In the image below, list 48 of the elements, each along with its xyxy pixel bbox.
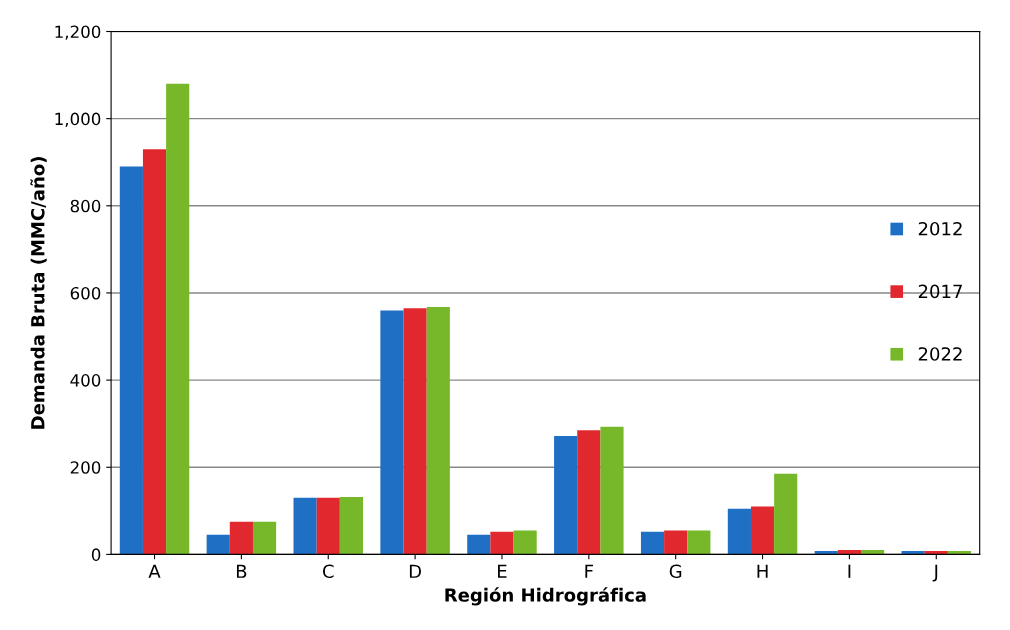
bar	[252, 521, 277, 555]
y-tick-label: 600	[70, 286, 101, 300]
bar	[119, 166, 143, 555]
y-tick-label: 1,200	[55, 25, 101, 40]
legend-label: 2022	[918, 347, 962, 361]
x-tick-label: J	[932, 564, 938, 582]
bar	[166, 83, 190, 555]
bar	[577, 430, 601, 555]
bar	[640, 531, 665, 555]
bar	[554, 435, 578, 555]
bar	[727, 508, 751, 555]
x-tick-label: D	[409, 564, 421, 578]
bar	[316, 497, 340, 555]
y-axis-title: Demanda Bruta (MMC/año)	[30, 157, 47, 429]
bar	[142, 149, 167, 555]
bar	[293, 497, 317, 555]
x-tick-label: A	[148, 564, 161, 578]
bar	[426, 306, 450, 555]
bar	[467, 534, 491, 555]
x-tick-label: B	[236, 564, 247, 578]
x-tick-label: C	[322, 564, 334, 579]
y-tick-label: 200	[70, 461, 101, 474]
y-tick-label: 0	[91, 548, 101, 561]
bar	[750, 506, 775, 555]
bar	[687, 530, 711, 555]
y-tick-label: 800	[70, 199, 101, 213]
bar	[339, 496, 363, 555]
bar	[664, 530, 688, 555]
bar	[206, 534, 230, 555]
x-tick-label: G	[669, 564, 682, 579]
bar	[229, 521, 253, 555]
bar	[490, 531, 514, 555]
x-tick-label: I	[848, 564, 851, 578]
y-tick-label: 400	[70, 374, 101, 387]
bar	[837, 550, 861, 555]
x-tick-label: E	[498, 564, 507, 578]
bar	[600, 426, 624, 555]
x-tick-label: F	[585, 564, 593, 578]
bar	[860, 550, 885, 555]
x-axis-title: Región Hidrográfica	[445, 587, 646, 606]
y-tick-label: 1,000	[55, 112, 101, 127]
x-tick-label: H	[757, 564, 768, 578]
bar	[513, 530, 537, 555]
legend-label: 2012	[918, 221, 962, 236]
bar	[403, 308, 427, 555]
bar	[380, 310, 404, 555]
legend-label: 2017	[918, 284, 962, 299]
bar	[774, 473, 798, 555]
